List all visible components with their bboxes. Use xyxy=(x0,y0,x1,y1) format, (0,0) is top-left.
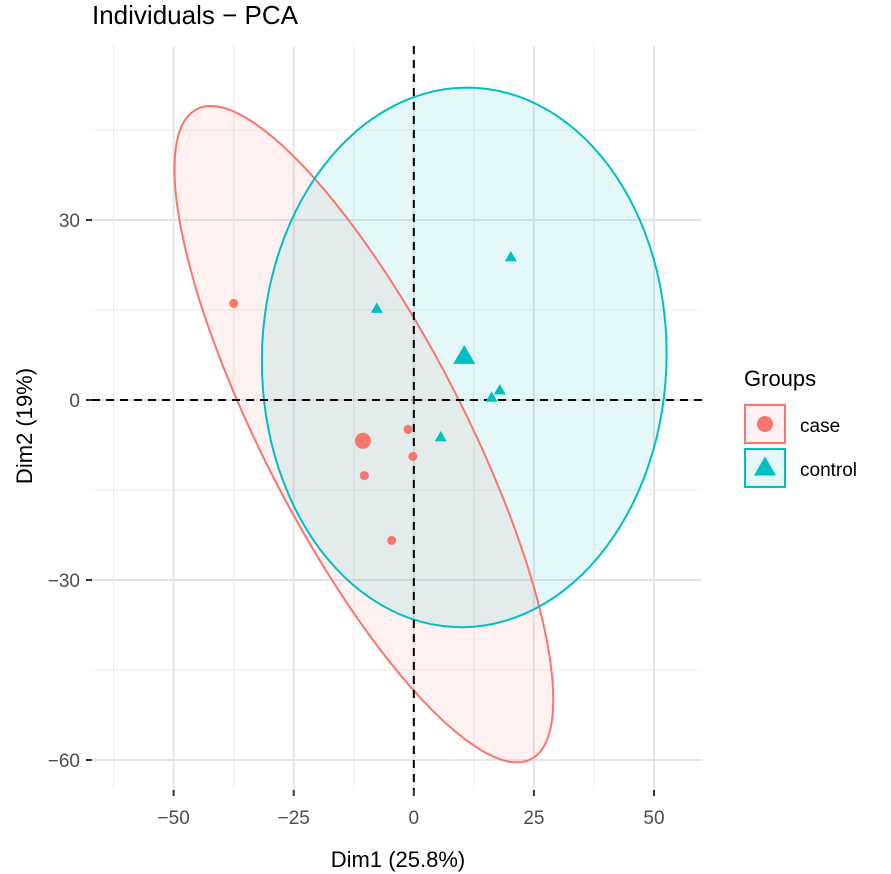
ellipse-control xyxy=(260,86,668,629)
legend-title: Groups xyxy=(744,366,816,391)
legend-label-control: control xyxy=(800,460,857,481)
centroid-control xyxy=(453,344,476,364)
ellipse-case xyxy=(173,104,555,764)
y-tick-label: −60 xyxy=(48,751,80,772)
point-control xyxy=(434,430,447,442)
legend-symbol-case xyxy=(757,416,773,432)
point-control xyxy=(504,250,517,262)
y-axis-label: Dim2 (19%) xyxy=(12,368,37,484)
centroid-case xyxy=(354,432,371,449)
y-tick-label: 0 xyxy=(69,391,80,412)
legend: Groups case control xyxy=(744,366,857,488)
point-case xyxy=(229,298,239,308)
y-tick-label: 30 xyxy=(59,211,80,232)
reference-lines xyxy=(92,46,702,790)
point-control xyxy=(493,384,506,395)
x-tick-label: 0 xyxy=(409,808,420,829)
legend-label-case: case xyxy=(800,416,840,437)
point-case xyxy=(403,424,413,434)
legend-symbol-control xyxy=(754,456,776,476)
point-case xyxy=(359,471,369,481)
x-tick-label: 25 xyxy=(523,808,544,829)
x-axis-label: Dim1 (25.8%) xyxy=(331,847,465,872)
ellipses xyxy=(173,86,668,764)
chart-title: Individuals − PCA xyxy=(92,0,299,30)
data-points xyxy=(229,250,517,545)
y-axis: −60 −30 0 30 xyxy=(48,211,92,772)
grid xyxy=(92,46,702,790)
y-tick-label: −30 xyxy=(48,571,80,592)
point-control xyxy=(370,302,383,313)
x-tick-label: −25 xyxy=(278,808,310,829)
point-control xyxy=(485,391,498,402)
x-axis: −50 −25 0 25 50 xyxy=(158,790,665,829)
x-tick-label: −50 xyxy=(158,808,190,829)
point-case xyxy=(408,451,418,461)
point-case xyxy=(387,535,397,545)
x-tick-label: 50 xyxy=(643,808,664,829)
